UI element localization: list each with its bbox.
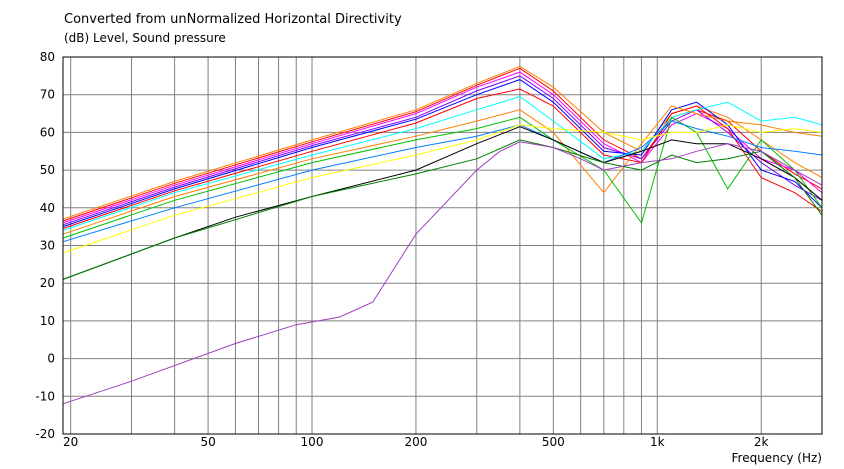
series-line-10 bbox=[62, 120, 823, 243]
y-tick-label: -20 bbox=[35, 427, 55, 441]
series-line-8 bbox=[62, 105, 823, 235]
plot-frame bbox=[62, 56, 823, 435]
y-tick-label: 50 bbox=[40, 163, 55, 177]
x-tick-label: 20 bbox=[63, 435, 78, 449]
series-line-2 bbox=[62, 67, 823, 222]
y-tick-labels: -20 -10 0 10 20 30 40 50 60 70 80 bbox=[35, 50, 55, 441]
series-group bbox=[62, 65, 823, 405]
y-tick-label: 70 bbox=[40, 88, 55, 102]
x-tick-label: 2k bbox=[754, 435, 769, 449]
series-line-6 bbox=[62, 88, 823, 229]
series-line-12 bbox=[62, 126, 823, 280]
y-tick-label: 40 bbox=[40, 201, 55, 215]
x-tick-label: 200 bbox=[404, 435, 427, 449]
x-tick-label: 100 bbox=[301, 435, 324, 449]
series-line-7 bbox=[62, 96, 823, 231]
series-line-9 bbox=[62, 116, 823, 239]
x-tick-labels: 20 50 100 200 500 1k 2k bbox=[63, 435, 768, 449]
series-line-14 bbox=[62, 141, 823, 405]
x-tick-label: 50 bbox=[200, 435, 215, 449]
y-tick-label: -10 bbox=[35, 389, 55, 403]
y-tick-label: 80 bbox=[40, 50, 55, 64]
series-line-4 bbox=[62, 75, 823, 226]
chart-title: Converted from unNormalized Horizontal D… bbox=[64, 12, 402, 27]
y-axis-label: (dB) Level, Sound pressure bbox=[64, 31, 226, 45]
x-axis-label: Frequency (Hz) bbox=[731, 451, 823, 465]
y-tick-label: 20 bbox=[40, 276, 55, 290]
y-tick-label: 30 bbox=[40, 239, 55, 253]
series-line-5 bbox=[62, 79, 823, 228]
series-line-13 bbox=[62, 139, 823, 280]
y-tick-label: 60 bbox=[40, 125, 55, 139]
x-tick-label: 500 bbox=[542, 435, 565, 449]
y-tick-label: 0 bbox=[47, 352, 55, 366]
series-line-11 bbox=[62, 124, 823, 254]
x-tick-label: 1k bbox=[650, 435, 665, 449]
y-tick-label: 10 bbox=[40, 314, 55, 328]
